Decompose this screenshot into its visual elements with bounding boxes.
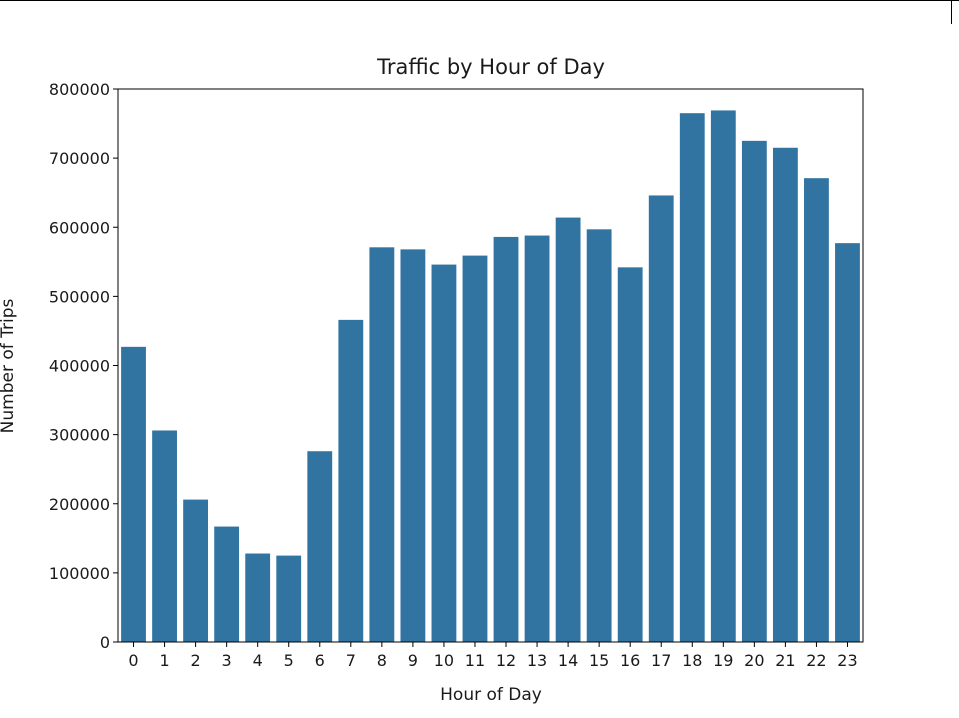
y-axis-label: Number of Trips	[0, 298, 18, 433]
x-tick-label: 7	[346, 651, 356, 670]
y-tick-label: 500000	[49, 287, 110, 306]
bar-hour-9	[400, 249, 426, 642]
bars-group	[121, 110, 860, 643]
x-axis-label: Hour of Day	[440, 685, 542, 705]
x-tick-label: 1	[159, 651, 169, 670]
plot-frame	[117, 88, 864, 643]
bar-hour-4	[245, 553, 271, 642]
bar-hour-15	[586, 229, 612, 642]
bar-hour-8	[369, 247, 395, 643]
y-tick-label: 800000	[49, 80, 110, 99]
x-tick-label: 19	[713, 651, 733, 670]
bar-hour-7	[338, 319, 364, 642]
bar-hour-14	[555, 217, 581, 642]
bar-hour-21	[772, 147, 798, 642]
y-tick-label: 0	[100, 633, 110, 652]
y-tick-label: 100000	[49, 564, 110, 583]
right-border-line	[951, 0, 952, 24]
x-tick-label: 16	[620, 651, 640, 670]
x-tick-label: 21	[775, 651, 795, 670]
bar-hour-0	[121, 346, 146, 642]
x-tick-label: 9	[408, 651, 418, 670]
y-tick-label: 200000	[49, 495, 110, 514]
bar-hour-20	[741, 140, 767, 642]
x-tick-label: 11	[465, 651, 485, 670]
x-tick-label: 13	[527, 651, 547, 670]
x-tick-label: 2	[191, 651, 201, 670]
y-axis: 0 100000 200000 300000 400000 500000 600000 700…	[49, 80, 118, 652]
bar-hour-13	[524, 235, 550, 643]
bar-hour-2	[183, 499, 209, 642]
bar-hour-6	[307, 451, 333, 642]
x-tick-label: 12	[496, 651, 516, 670]
bar-hour-18	[679, 113, 705, 642]
x-tick-label: 18	[682, 651, 702, 670]
bar-hour-1	[152, 430, 177, 642]
bar-hour-5	[276, 555, 302, 642]
y-tick-label: 600000	[49, 218, 110, 237]
y-tick-label: 700000	[49, 149, 110, 168]
x-axis: 0 1 2 3 4 5 6 7 8 9 10 11 12 13 14 15 16 17 18 19 20 21 22 23	[128, 642, 858, 670]
bar-hour-3	[214, 526, 240, 642]
x-tick-label: 4	[253, 651, 263, 670]
x-tick-label: 14	[558, 651, 578, 670]
bar-hour-10	[431, 264, 457, 642]
top-border-line	[0, 0, 959, 1]
x-tick-label: 5	[284, 651, 294, 670]
x-tick-label: 3	[222, 651, 232, 670]
y-tick-label: 300000	[49, 426, 110, 445]
bar-hour-12	[493, 236, 519, 642]
x-tick-label: 0	[128, 651, 138, 670]
x-tick-label: 22	[806, 651, 826, 670]
chart-title: Traffic by Hour of Day	[376, 55, 605, 79]
x-tick-label: 6	[315, 651, 325, 670]
bar-hour-16	[617, 267, 643, 642]
y-tick-label: 400000	[49, 357, 110, 376]
x-tick-label: 15	[589, 651, 609, 670]
x-tick-label: 20	[744, 651, 764, 670]
bar-hour-11	[462, 255, 488, 642]
x-tick-label: 10	[434, 651, 454, 670]
x-tick-label: 23	[837, 651, 857, 670]
x-tick-label: 8	[377, 651, 387, 670]
bar-hour-17	[648, 195, 674, 642]
x-tick-label: 17	[651, 651, 671, 670]
bar-hour-23	[835, 243, 860, 642]
bar-hour-22	[804, 178, 829, 643]
bar-hour-19	[710, 110, 736, 643]
